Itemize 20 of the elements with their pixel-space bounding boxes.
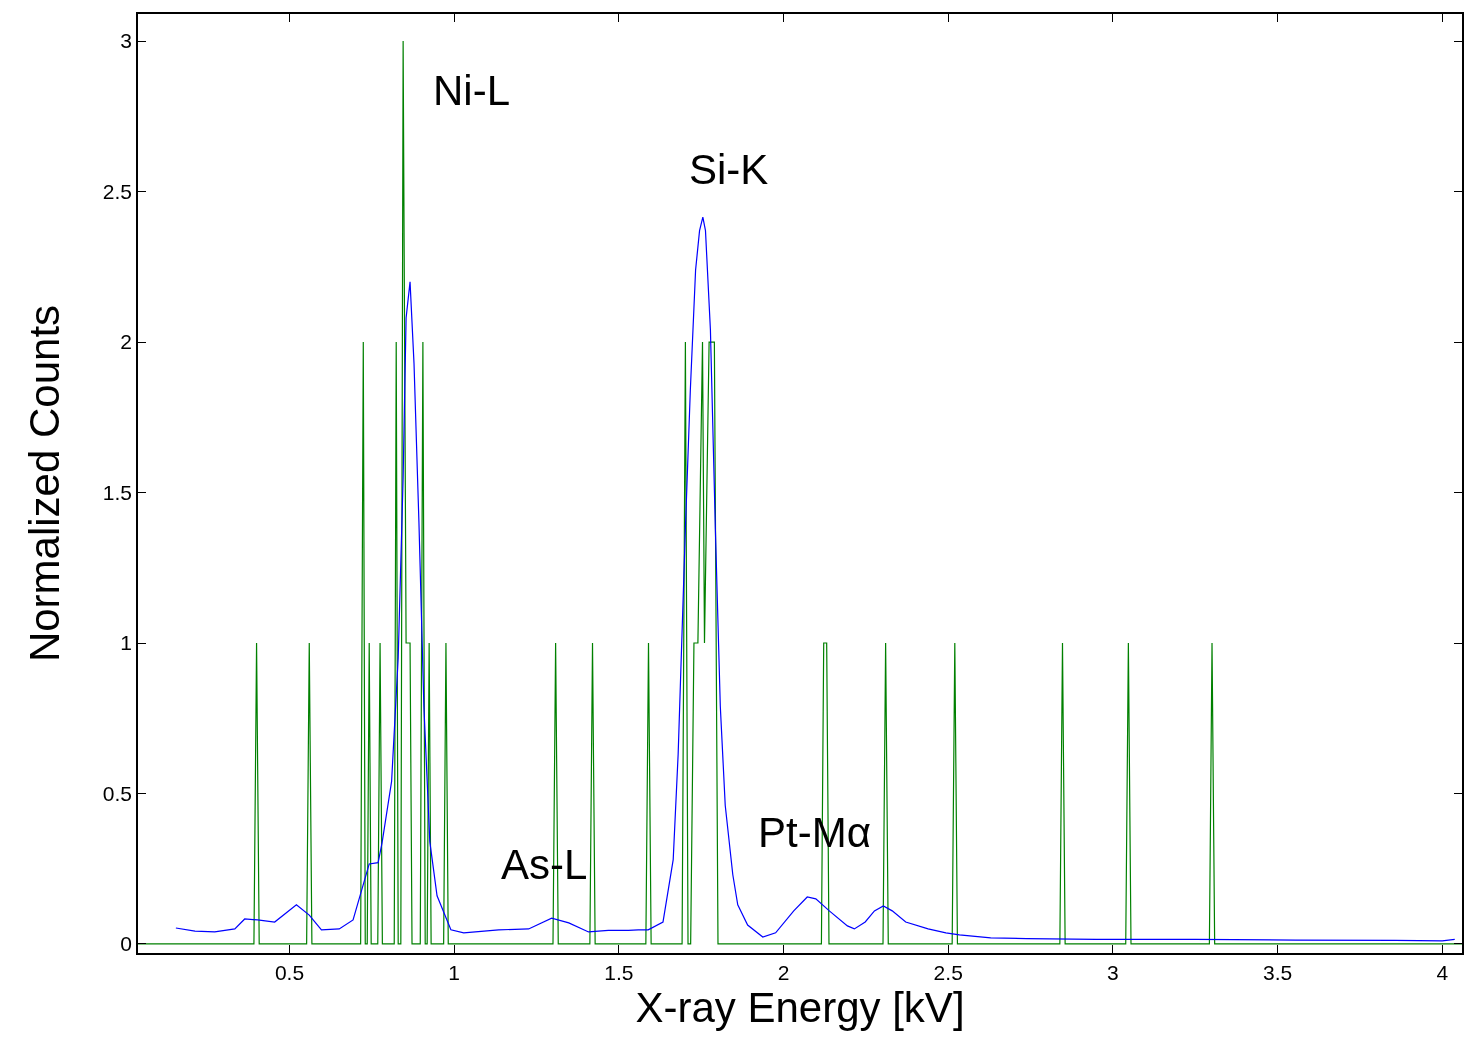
x-tick-label: 2.5: [933, 960, 963, 984]
x-tick-label: 0.5: [274, 960, 305, 984]
y-tick-label: 0.5: [102, 781, 133, 805]
x-tick-label: 3: [1107, 960, 1119, 984]
y-tick-label: 1: [120, 631, 133, 655]
y-tick-label: 1.5: [102, 480, 133, 504]
x-tick-label: 2: [777, 960, 790, 984]
annotation: Ni-L: [433, 67, 511, 114]
y-tick-label: 2.5: [102, 179, 133, 203]
x-axis-title: X-ray Energy [kV]: [635, 983, 965, 1031]
x-tick-label: 4: [1436, 960, 1449, 984]
annotation: Si-K: [689, 146, 769, 193]
x-tick-label: 1.5: [604, 960, 634, 984]
x-tick-label: 1: [448, 960, 461, 984]
y-axis-title: Normalized Counts: [21, 304, 69, 663]
y-tick-label: 0: [120, 932, 133, 956]
y-tick-label: 3: [120, 29, 133, 53]
y-tick-label: 2: [120, 330, 133, 354]
x-tick-label: 3.5: [1262, 960, 1293, 984]
line-series: [175, 216, 1456, 942]
